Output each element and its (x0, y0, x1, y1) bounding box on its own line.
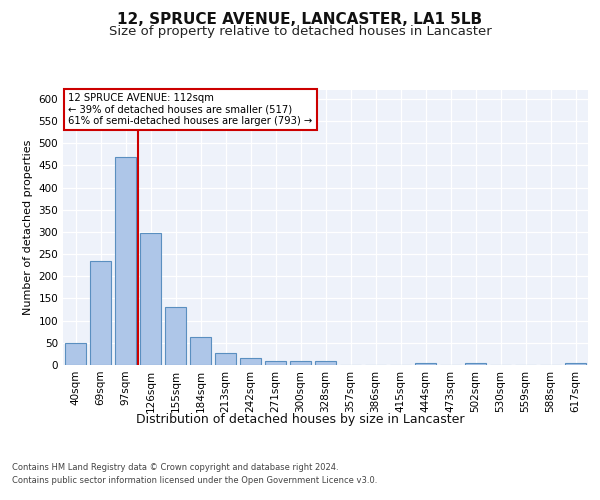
Bar (215, 352, 236, 365)
Bar (465, 363, 486, 365)
Bar (140, 234, 161, 365)
Text: 12 SPRUCE AVENUE: 112sqm
← 39% of detached houses are smaller (517)
61% of semi-: 12 SPRUCE AVENUE: 112sqm ← 39% of detach… (68, 92, 313, 126)
Bar (290, 360, 311, 365)
Bar (240, 358, 261, 365)
Text: 12, SPRUCE AVENUE, LANCASTER, LA1 5LB: 12, SPRUCE AVENUE, LANCASTER, LA1 5LB (118, 12, 482, 28)
Text: Size of property relative to detached houses in Lancaster: Size of property relative to detached ho… (109, 25, 491, 38)
Bar (165, 308, 186, 365)
Bar (65, 343, 86, 365)
Text: Distribution of detached houses by size in Lancaster: Distribution of detached houses by size … (136, 412, 464, 426)
Text: Contains public sector information licensed under the Open Government Licence v3: Contains public sector information licen… (12, 476, 377, 485)
Bar (90, 261, 111, 365)
Bar (190, 337, 211, 365)
Text: Contains HM Land Registry data © Crown copyright and database right 2024.: Contains HM Land Registry data © Crown c… (12, 462, 338, 471)
Bar (565, 363, 586, 365)
Y-axis label: Number of detached properties: Number of detached properties (23, 140, 33, 315)
Bar (415, 363, 436, 365)
Bar (315, 362, 336, 365)
Bar (265, 360, 286, 365)
Bar (115, 156, 136, 365)
